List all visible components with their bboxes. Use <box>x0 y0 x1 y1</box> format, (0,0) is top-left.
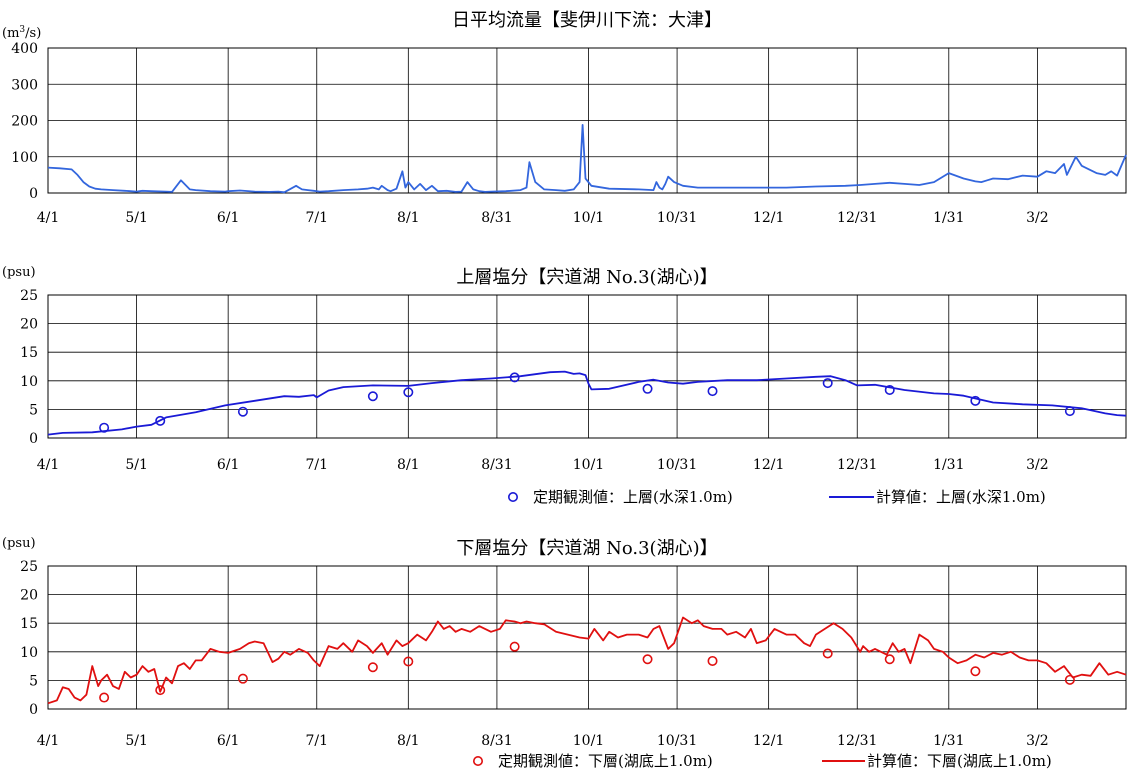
chart1-legend-marker <box>507 491 518 502</box>
chart2-y-tick-label: 0 <box>29 702 38 718</box>
chart0-series-line <box>47 124 1127 194</box>
chart2-x-tick-label: 3/2 <box>1026 733 1049 749</box>
chart1-observation-point <box>707 386 718 397</box>
chart1-series-line <box>47 370 1127 436</box>
chart0-x-tick-label: 8/1 <box>397 210 420 226</box>
chart0-x-tick-label: 3/2 <box>1026 210 1049 226</box>
chart1-x-tick-label: 8/1 <box>397 457 420 473</box>
chart2-observation-point <box>970 666 981 677</box>
chart1-legend-computed-label: 計算値：上層(水深1.0m) <box>876 488 1046 506</box>
chart0-y-tick-label: 100 <box>11 150 38 166</box>
chart2-y-tick-label: 20 <box>20 588 38 604</box>
chart1-y-tick-label: 15 <box>20 345 38 361</box>
chart0-x-tick-label: 12/1 <box>753 210 784 226</box>
chart2-observation-point <box>642 654 653 665</box>
chart2-x-tick-label: 5/1 <box>125 733 148 749</box>
chart1-x-tick-label: 7/1 <box>305 457 328 473</box>
chart0-y-tick-label: 0 <box>29 186 38 202</box>
chart1-observation-point <box>509 372 520 383</box>
chart1-x-tick-label: 12/1 <box>753 457 784 473</box>
chart2-x-tick-label: 8/1 <box>397 733 420 749</box>
chart2-observation-point <box>403 656 414 667</box>
chart2-unit-label: (psu) <box>2 536 36 551</box>
chart1-x-tick-label: 10/1 <box>573 457 604 473</box>
chart1-title: 上層塩分【宍道湖 No.3(湖心)】 <box>456 267 717 288</box>
chart2-legend-computed-label: 計算値：下層(湖底上1.0m) <box>867 752 1052 770</box>
chart1-legend-observed-label: 定期観測値：上層(水深1.0m) <box>533 488 733 506</box>
chart2-plot-area <box>47 565 1127 710</box>
chart0-unit-label: (m3/s) <box>2 25 41 41</box>
chart2-x-tick-label: 10/1 <box>573 733 604 749</box>
chart1-y-tick-label: 5 <box>29 402 38 418</box>
chart1-x-tick-label: 12/31 <box>837 457 877 473</box>
chart1-y-tick-label: 25 <box>20 288 38 304</box>
chart2-observation-point <box>509 641 520 652</box>
chart2-observation-point <box>367 662 378 673</box>
chart1-x-tick-label: 4/1 <box>37 457 60 473</box>
chart0-x-tick-label: 8/31 <box>481 210 512 226</box>
chart1-x-tick-label: 3/2 <box>1026 457 1049 473</box>
chart2-x-tick-label: 12/1 <box>753 733 784 749</box>
chart1-x-tick-label: 8/31 <box>481 457 512 473</box>
chart1-observation-point <box>1064 406 1075 417</box>
chart0-y-tick-label: 200 <box>11 114 38 130</box>
chart0-y-tick-label: 300 <box>11 77 38 93</box>
chart1-x-tick-label: 6/1 <box>217 457 240 473</box>
chart0-x-tick-label: 10/31 <box>657 210 697 226</box>
chart1-observation-point <box>155 415 166 426</box>
chart0-x-tick-label: 12/31 <box>837 210 877 226</box>
chart2-observation-point <box>822 648 833 659</box>
chart0-x-tick-label: 1/31 <box>933 210 964 226</box>
chart1-y-tick-label: 0 <box>29 431 38 447</box>
chart1-x-tick-label: 10/31 <box>657 457 697 473</box>
chart0-x-tick-label: 6/1 <box>217 210 240 226</box>
chart1-observation-point <box>884 384 895 395</box>
chart2-x-tick-label: 10/31 <box>657 733 697 749</box>
chart1-observation-point <box>970 395 981 406</box>
chart2-observation-point <box>1064 674 1075 685</box>
chart2-observation-point <box>237 673 248 684</box>
chart2-legend-observed-label: 定期観測値：下層(湖底上1.0m) <box>498 752 713 770</box>
chart0-title: 日平均流量【斐伊川下流：大津】 <box>452 10 722 31</box>
chart1-plot-area <box>47 294 1127 439</box>
chart2-y-tick-label: 5 <box>29 673 38 689</box>
chart0-x-tick-label: 10/1 <box>573 210 604 226</box>
chart1-unit-label: (psu) <box>2 265 36 280</box>
chart1-y-tick-label: 20 <box>20 317 38 333</box>
chart1-y-tick-label: 10 <box>20 374 38 390</box>
chart2-x-tick-label: 7/1 <box>305 733 328 749</box>
chart2-x-tick-label: 1/31 <box>933 733 964 749</box>
chart1-observation-point <box>237 406 248 417</box>
chart2-x-tick-label: 4/1 <box>37 733 60 749</box>
chart1-observation-point <box>367 391 378 402</box>
chart1-x-tick-label: 1/31 <box>933 457 964 473</box>
chart1-observation-point <box>403 387 414 398</box>
chart0-x-tick-label: 4/1 <box>37 210 60 226</box>
chart2-series-line <box>47 616 1127 705</box>
chart2-x-tick-label: 6/1 <box>217 733 240 749</box>
chart0-x-tick-label: 5/1 <box>125 210 148 226</box>
chart1-observation-point <box>642 383 653 394</box>
chart2-y-tick-label: 25 <box>20 559 38 575</box>
chart2-observation-point <box>99 692 110 703</box>
chart0-y-tick-label: 400 <box>11 41 38 57</box>
chart2-y-tick-label: 10 <box>20 645 38 661</box>
chart1-x-tick-label: 5/1 <box>125 457 148 473</box>
chart2-observation-point <box>155 685 166 696</box>
chart2-y-tick-label: 15 <box>20 616 38 632</box>
chart1-observation-point <box>822 378 833 389</box>
chart2-legend-marker <box>472 755 483 766</box>
chart2-x-tick-label: 12/31 <box>837 733 877 749</box>
chart1-observation-point <box>99 422 110 433</box>
chart2-observation-point <box>884 654 895 665</box>
chart2-observation-point <box>707 655 718 666</box>
chart2-x-tick-label: 8/31 <box>481 733 512 749</box>
chart2-title: 下層塩分【宍道湖 No.3(湖心)】 <box>456 538 717 559</box>
chart0-x-tick-label: 7/1 <box>305 210 328 226</box>
